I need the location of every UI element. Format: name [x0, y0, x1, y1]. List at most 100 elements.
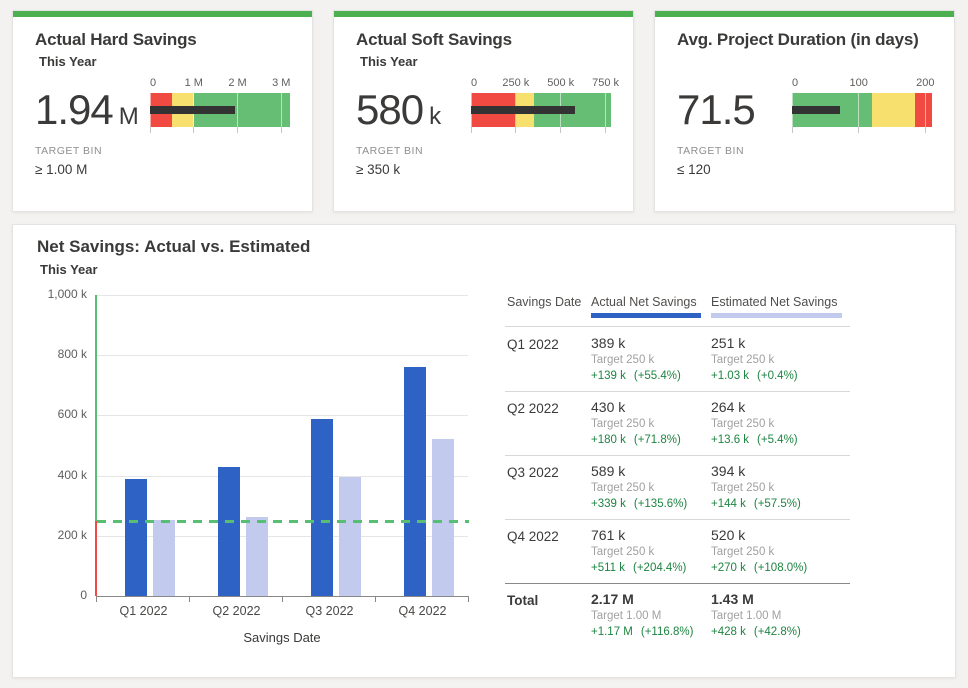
kpi-value-number: 1.94 [35, 86, 114, 133]
cell-value: 251 k [711, 335, 746, 351]
delta-value: +428 k [711, 626, 746, 638]
delta-pct: (+57.5%) [753, 498, 801, 510]
cell-date: Q1 2022 [507, 337, 559, 352]
bullet-tick-label: 200 [916, 77, 935, 89]
bullet-chart: 0 100 200 [791, 77, 935, 133]
cell-delta: +180 k (+71.8%) [591, 434, 681, 446]
cell-target: Target 250 k [711, 482, 775, 494]
cell-target: Target 250 k [711, 354, 775, 366]
target-bin-value: ≥ 1.00 M [35, 162, 88, 177]
y-axis-line-above-target [95, 295, 97, 521]
cell-date: Q4 2022 [507, 529, 559, 544]
grid-line [96, 476, 468, 477]
bullet-tick-label: 100 [849, 77, 868, 89]
bar-estimated-q1-2022[interactable] [152, 520, 175, 596]
cell-value: 394 k [711, 463, 746, 479]
kpi-title: Avg. Project Duration (in days) [677, 30, 919, 49]
bar-actual-q3-2022[interactable] [310, 418, 333, 596]
cell-delta: +1.03 k (+0.4%) [711, 370, 798, 382]
cell-target: Target 250 k [711, 546, 775, 558]
delta-value: +1.03 k [711, 370, 750, 382]
kpi-title: Actual Hard Savings [35, 30, 197, 49]
kpi-title: Actual Soft Savings [356, 30, 512, 49]
table-row-divider [505, 519, 850, 520]
x-axis-tick [189, 596, 190, 602]
bullet-tick-label: 500 k [547, 77, 575, 89]
delta-pct: (+42.8%) [753, 626, 801, 638]
kpi-value: 580 k [356, 89, 441, 131]
cell-target: Target 250 k [591, 482, 655, 494]
delta-value: +139 k [591, 370, 626, 382]
comparison-table: Savings Date Actual Net Savings Estimated … [505, 293, 855, 663]
y-axis-label: 0 [80, 588, 87, 602]
bullet-tick-label: 750 k [592, 77, 620, 89]
cell-delta: +428 k (+42.8%) [711, 626, 801, 638]
y-axis-label: 800 k [57, 347, 87, 362]
cell-delta: +144 k (+57.5%) [711, 498, 801, 510]
x-axis-tick [468, 596, 469, 602]
cell-date: Q2 2022 [507, 401, 559, 416]
bullet-tick-label: 2 M [228, 77, 247, 89]
delta-value: +1.17 M [591, 626, 633, 638]
bullet-tick-label: 0 [471, 77, 478, 89]
table-row-divider [505, 455, 850, 456]
bullet-measure-bar [471, 106, 576, 114]
table-row-total[interactable] [505, 585, 850, 649]
kpi-value: 1.94 M [35, 89, 139, 131]
bullet-tick [858, 93, 860, 133]
cell-delta: +13.6 k (+5.4%) [711, 434, 798, 446]
y-axis-label: 200 k [57, 527, 87, 542]
delta-pct: (+5.4%) [757, 434, 798, 446]
cell-target: Target 1.00 M [711, 610, 782, 622]
bar-chart: 0 200 k 400 k 600 k 800 k 1,000 k Q1 2022 Q2 20… [21, 281, 495, 673]
delta-pct: (+204.4%) [633, 562, 687, 574]
bar-actual-q1-2022[interactable] [124, 478, 147, 596]
grid-line [96, 536, 468, 537]
delta-pct: (+116.8%) [640, 626, 694, 638]
bar-estimated-q3-2022[interactable] [338, 477, 361, 596]
bar-actual-q4-2022[interactable] [403, 366, 426, 596]
target-bin-label: TARGET BIN [35, 145, 103, 157]
delta-value: +339 k [591, 498, 626, 510]
bullet-measure-bar [792, 106, 840, 114]
cell-value: 520 k [711, 527, 746, 543]
table-header-0: Savings Date [507, 295, 582, 309]
kpi-card-project-duration: Avg. Project Duration (in days) 71.5 0 10… [654, 10, 955, 212]
legend-swatch-actual [591, 313, 701, 318]
bar-estimated-q4-2022[interactable] [431, 439, 454, 596]
cell-value: 589 k [591, 463, 626, 479]
delta-value: +511 k [591, 562, 625, 574]
cell-value: 389 k [591, 335, 626, 351]
bullet-chart: 0 250 k 500 k 750 k [470, 77, 619, 133]
net-savings-panel: Net Savings: Actual vs. Estimated This Y… [12, 224, 956, 678]
kpi-card-soft-savings: Actual Soft Savings This Year 580 k 0 250… [333, 10, 634, 212]
bullet-band-yellow [872, 93, 916, 127]
bar-estimated-q2-2022[interactable] [245, 516, 268, 596]
delta-pct: (+135.6%) [633, 498, 688, 510]
card-accent-bar [334, 11, 633, 17]
card-accent-bar [13, 11, 312, 17]
target-line [97, 520, 469, 523]
delta-value: +144 k [711, 498, 746, 510]
cell-delta: +339 k (+135.6%) [591, 498, 687, 510]
bar-actual-q2-2022[interactable] [217, 466, 240, 596]
x-axis-tick [282, 596, 283, 602]
bullet-tick-label: 1 M [184, 77, 203, 89]
panel-title: Net Savings: Actual vs. Estimated [37, 237, 311, 256]
cell-delta: +270 k (+108.0%) [711, 562, 807, 574]
bullet-chart: 0 1 M 2 M 3 M [149, 77, 290, 133]
table-total-divider [505, 583, 850, 584]
cell-date: Q3 2022 [507, 465, 559, 480]
kpi-value-number: 71.5 [677, 86, 756, 133]
x-axis-title: Savings Date [243, 630, 321, 645]
delta-value: +270 k [711, 562, 746, 574]
bullet-band-red [915, 93, 932, 127]
cell-value: 264 k [711, 399, 746, 415]
cell-delta: +1.17 M (+116.8%) [591, 626, 693, 638]
y-axis-label: 1,000 k [47, 287, 87, 301]
kpi-card-hard-savings: Actual Hard Savings This Year 1.94 M 0 1 … [12, 10, 313, 212]
kpi-subtitle [681, 54, 932, 71]
grid-line [96, 355, 468, 356]
x-axis-label: Q3 2022 [305, 604, 354, 618]
target-bin-label: TARGET BIN [356, 145, 424, 157]
